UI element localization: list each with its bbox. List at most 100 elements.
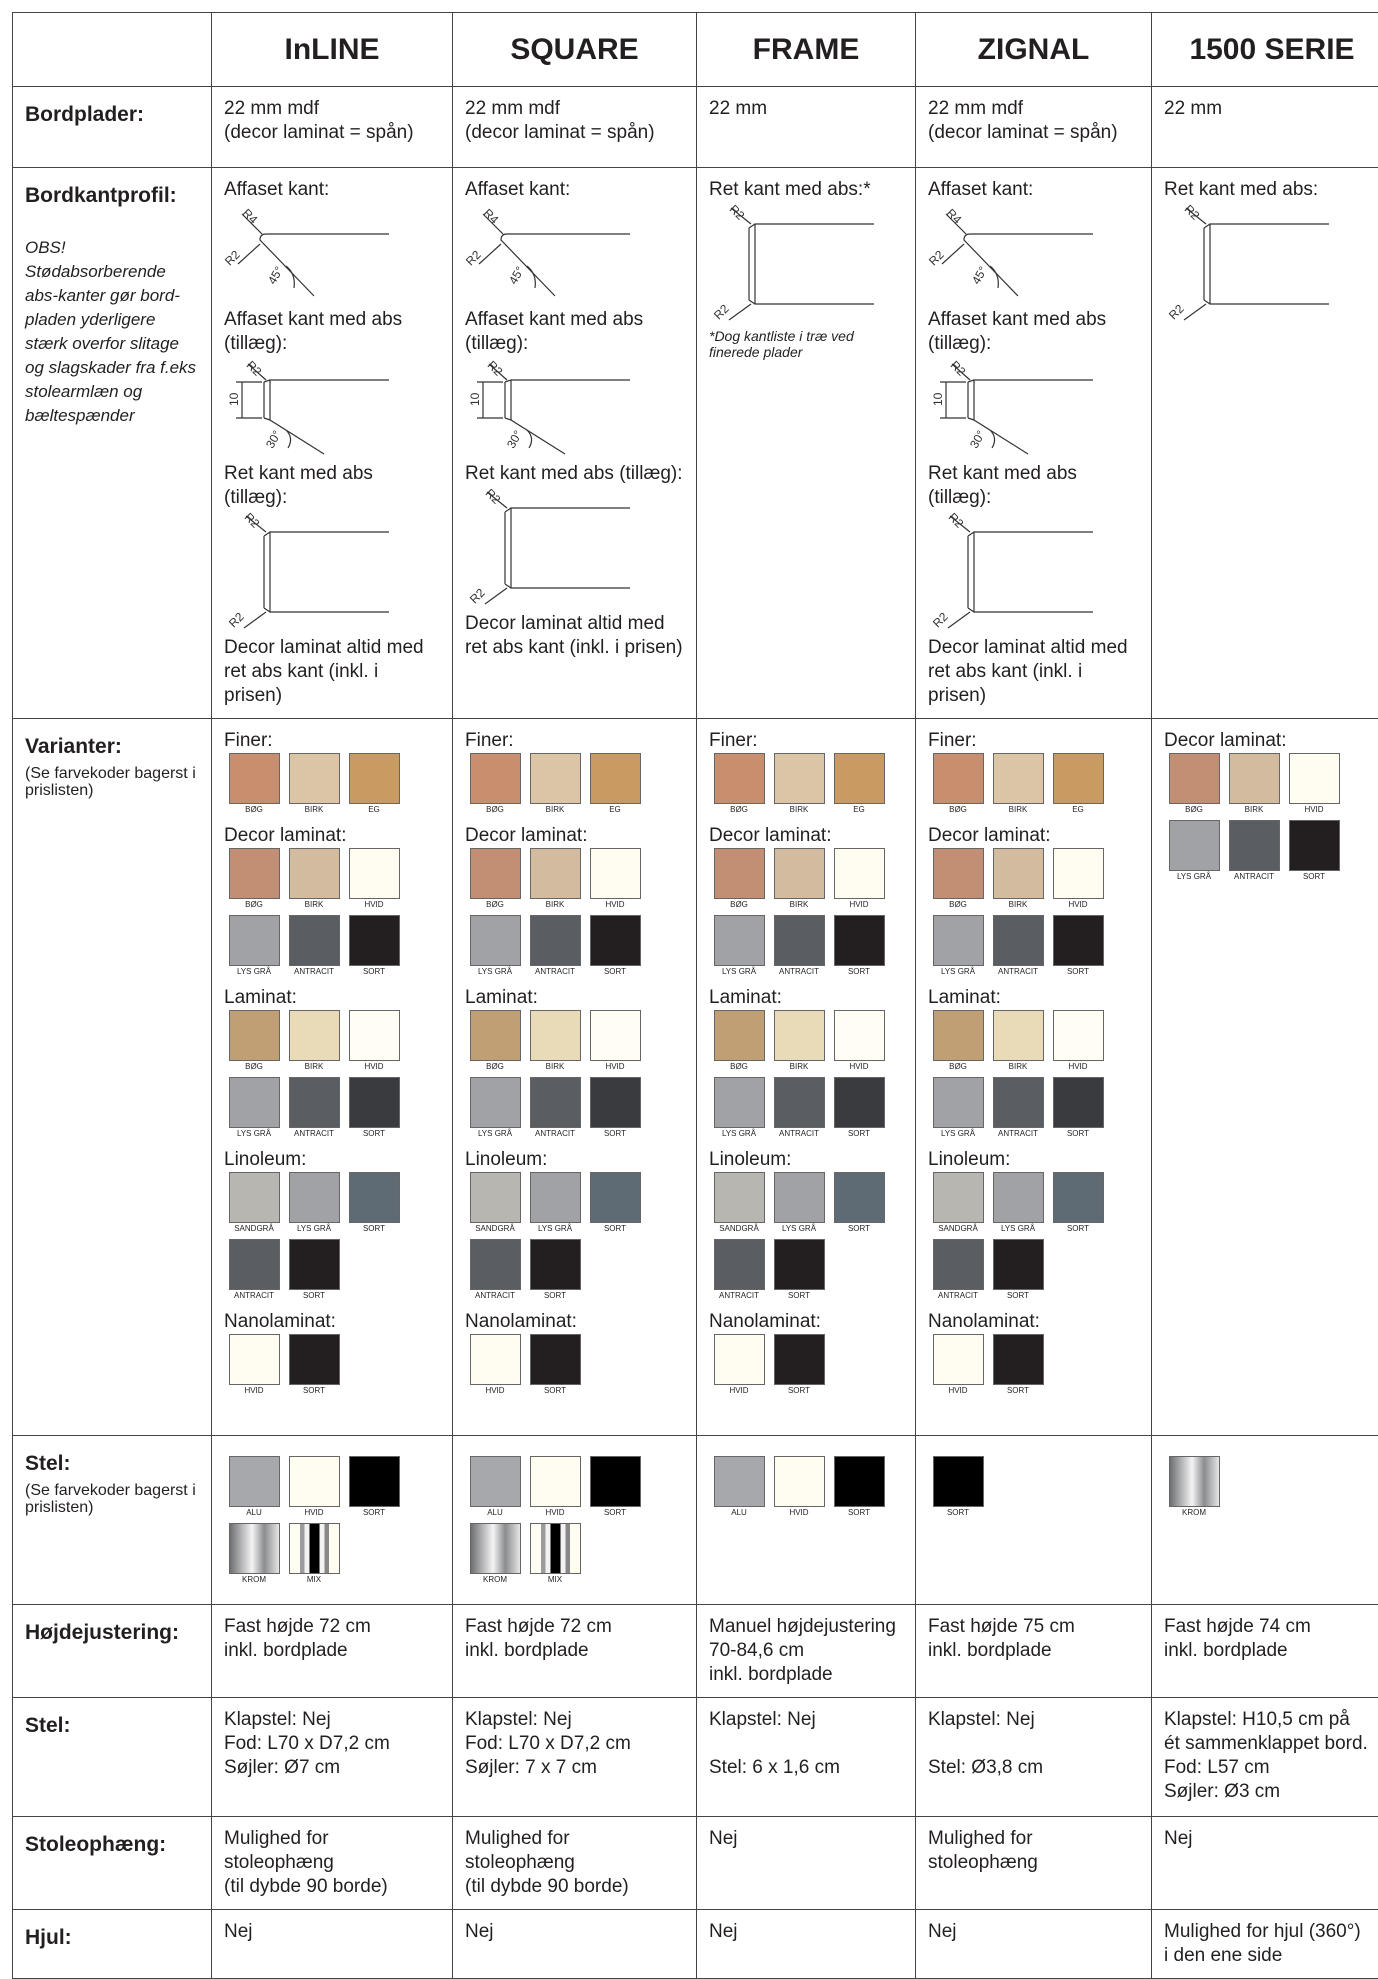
swatch-color (933, 1077, 984, 1128)
column-header: 1500 SERIE (1152, 13, 1378, 87)
swatch-label: BØG (949, 804, 967, 816)
row-note: OBS! Stødabsorberende abs-kanter gør bor… (25, 236, 199, 428)
swatch-label: SORT (604, 1223, 626, 1235)
swatch: SORT (525, 1239, 585, 1302)
text-line: Nej (1164, 1827, 1378, 1851)
swatch: SORT (585, 1077, 645, 1140)
swatch-color (774, 848, 825, 899)
swatch-color (714, 1077, 765, 1128)
profile-caption: Affaset kant med abs (tillæg): (224, 308, 440, 356)
swatch-color (590, 753, 641, 804)
swatch-color (993, 848, 1044, 899)
text-line: Nej (709, 1827, 903, 1851)
swatch-label: SORT (363, 1507, 385, 1519)
swatch-color (289, 1239, 340, 1290)
column-header: InLINE (212, 13, 453, 87)
swatch: EG (585, 753, 645, 816)
text-line: Fast højde 74 cm (1164, 1615, 1378, 1639)
swatch-color (590, 1010, 641, 1061)
swatch-label: SORT (363, 1128, 385, 1140)
swatch-color (774, 1172, 825, 1223)
row-label-cell: Bordkantprofil:OBS! Stødabsorberende abs… (13, 168, 212, 719)
paragraph: Nej (709, 1920, 903, 1944)
swatch: SORT (585, 915, 645, 978)
group-title: Laminat: (224, 986, 440, 1010)
swatch-label: BIRK (305, 1061, 324, 1073)
swatch: HVID (224, 1334, 284, 1397)
abs-band (505, 508, 511, 588)
swatch-color (1053, 1010, 1104, 1061)
swatch-color (289, 848, 340, 899)
value-cell: Nej (697, 1817, 916, 1910)
swatch-label: BØG (486, 804, 504, 816)
value-cell: 22 mm mdf(decor laminat = spån) (916, 87, 1152, 168)
swatch-label: BIRK (790, 1061, 809, 1073)
profile-edge (260, 234, 389, 296)
swatch-color (714, 915, 765, 966)
group-title: Linoleum: (928, 1148, 1139, 1172)
dim-label: R4 (944, 206, 965, 227)
swatch-label: BØG (1185, 804, 1203, 816)
row-label: Hjul: (25, 1926, 199, 1950)
text-line: i den ene side (1164, 1944, 1378, 1968)
abs-band (264, 532, 270, 612)
swatch: KROM (465, 1523, 525, 1586)
group-title: Laminat: (465, 986, 684, 1010)
swatch: HVID (585, 848, 645, 911)
swatch-color (590, 1172, 641, 1223)
swatch: SORT (344, 1077, 404, 1140)
swatch: BØG (928, 753, 988, 816)
swatch: BØG (709, 753, 769, 816)
row-label-cell: Bordplader: (13, 87, 212, 168)
swatch-label: BØG (486, 1061, 504, 1073)
swatch: SORT (769, 1334, 829, 1397)
row-label: Bordplader: (25, 103, 199, 127)
swatch-label: LYS GRÅ (941, 966, 975, 978)
swatch: BIRK (1224, 753, 1284, 816)
dim-label: 30° (967, 428, 988, 451)
swatch: SORT (928, 1456, 988, 1519)
swatch-label: ANTRACIT (998, 1128, 1038, 1140)
swatch-color (349, 1010, 400, 1061)
swatch-color (834, 753, 885, 804)
swatch-color (774, 1077, 825, 1128)
swatch: HVID (829, 1010, 889, 1073)
swatch: BØG (465, 753, 525, 816)
swatch-label: SORT (788, 1385, 810, 1397)
swatch: SORT (829, 915, 889, 978)
text-line: Nej (928, 1920, 1139, 1944)
dim-label: R2 (467, 585, 488, 606)
group-title: Laminat: (709, 986, 903, 1010)
swatch: LYS GRÅ (928, 915, 988, 978)
swatch-label: BIRK (305, 899, 324, 911)
swatch-label: LYS GRÅ (237, 966, 271, 978)
swatch-color (933, 1010, 984, 1061)
swatch-color (349, 1077, 400, 1128)
swatch-label: ANTRACIT (938, 1290, 978, 1302)
dim-label: R4 (481, 206, 502, 227)
profile-edge (1210, 224, 1329, 304)
swatch-label: LYS GRÅ (941, 1128, 975, 1140)
swatch: HVID (829, 848, 889, 911)
swatch-color (349, 1172, 400, 1223)
profile-caption: Affaset kant: (224, 178, 440, 202)
swatch-label: EG (609, 804, 621, 816)
swatch-label: EG (853, 804, 865, 816)
swatch-color (229, 848, 280, 899)
corner-cell (13, 13, 212, 87)
